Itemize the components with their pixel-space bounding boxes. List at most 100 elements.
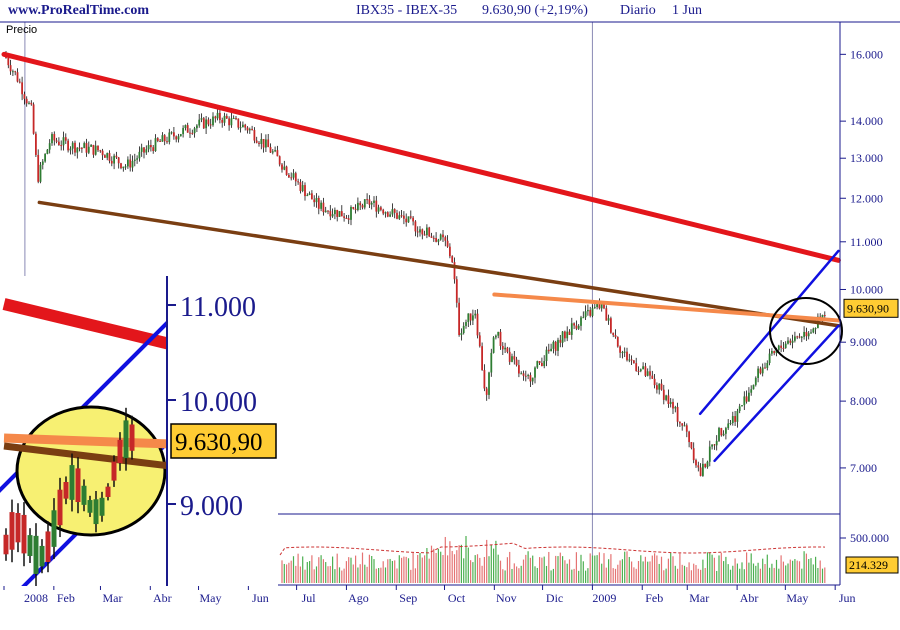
candle-body bbox=[409, 216, 412, 218]
candle-body bbox=[200, 118, 203, 120]
last-price-badge bbox=[843, 298, 899, 318]
candle-body bbox=[28, 102, 30, 104]
candle-body bbox=[741, 405, 743, 407]
candle-body bbox=[393, 209, 396, 213]
candle-body bbox=[32, 104, 35, 134]
last-price-label: 9.630,90 bbox=[847, 301, 889, 315]
candle-body bbox=[230, 118, 233, 126]
candle-body bbox=[101, 150, 104, 156]
inset-candle-body bbox=[75, 468, 81, 503]
candle-body bbox=[520, 373, 523, 375]
candle-body bbox=[759, 368, 762, 374]
x-tick-label: May bbox=[200, 591, 222, 605]
candle-body bbox=[129, 159, 132, 168]
candle-body bbox=[559, 339, 562, 343]
candle-body bbox=[76, 147, 79, 153]
inset-candle-body bbox=[51, 510, 57, 547]
candle-body bbox=[71, 142, 74, 149]
candle-body bbox=[426, 227, 428, 236]
candle-body bbox=[715, 440, 718, 446]
candle-body bbox=[800, 336, 803, 338]
date-label: 1 Jun bbox=[672, 3, 702, 18]
candle-body bbox=[538, 361, 541, 363]
candle-body bbox=[99, 150, 102, 152]
candle-body bbox=[21, 82, 23, 95]
candle-body bbox=[285, 166, 288, 175]
candle-body bbox=[810, 332, 812, 334]
candle-body bbox=[768, 353, 771, 364]
candle-body bbox=[7, 57, 10, 66]
candle-body bbox=[147, 145, 150, 150]
candle-body bbox=[672, 401, 674, 409]
candle-body bbox=[725, 428, 727, 434]
x-tick-label: Oct bbox=[448, 591, 466, 605]
panel-label-precio: Precio bbox=[6, 24, 37, 36]
inset-plot bbox=[0, 298, 168, 586]
candle-body bbox=[621, 352, 624, 354]
candle-body bbox=[177, 136, 180, 140]
trendline-channel-lower bbox=[713, 324, 840, 463]
candle-body bbox=[290, 177, 293, 179]
candle-body bbox=[48, 143, 51, 150]
inset-resistance bbox=[2, 298, 168, 350]
candle-body bbox=[642, 366, 644, 370]
candle-body bbox=[731, 416, 734, 423]
candle-body bbox=[492, 337, 495, 353]
chart-header: www.ProRealTime.com IBX35 - IBEX-35 9.63… bbox=[0, 0, 900, 22]
candle-body bbox=[511, 356, 513, 362]
zoom-inset: 11.000 10.000 9.000 9.630,90 bbox=[0, 276, 278, 586]
candle-body bbox=[518, 365, 520, 374]
candle-body bbox=[573, 323, 575, 326]
candle-body bbox=[16, 72, 19, 82]
x-tick-label: Mar bbox=[102, 591, 122, 605]
candle-body bbox=[674, 406, 677, 409]
candle-body bbox=[30, 102, 33, 105]
candle-body bbox=[508, 351, 511, 362]
candle-body bbox=[789, 340, 792, 343]
candle-body bbox=[695, 460, 697, 466]
candle-body bbox=[593, 307, 596, 309]
candle-body bbox=[357, 202, 359, 210]
site-label[interactable]: www.ProRealTime.com bbox=[8, 3, 150, 18]
candle-body bbox=[748, 392, 750, 402]
inset-candle-body bbox=[21, 514, 27, 554]
candle-body bbox=[713, 444, 716, 446]
inset-tick-label: 9.000 bbox=[180, 491, 243, 522]
candle-body bbox=[596, 303, 598, 308]
candle-body bbox=[649, 371, 651, 376]
candle-body bbox=[685, 425, 688, 432]
inset-candle-body bbox=[99, 497, 105, 516]
candle-body bbox=[83, 143, 86, 149]
candle-body bbox=[490, 352, 493, 373]
candle-body bbox=[136, 158, 138, 160]
candle-body bbox=[168, 132, 171, 143]
y-tick-label: 10.000 bbox=[850, 282, 883, 296]
candle-body bbox=[269, 147, 272, 153]
candle-body bbox=[347, 218, 350, 220]
candle-body bbox=[513, 356, 516, 360]
candle-body bbox=[396, 212, 398, 219]
candle-body bbox=[237, 118, 240, 128]
candle-body bbox=[619, 346, 621, 353]
candle-body bbox=[683, 425, 686, 427]
candle-body bbox=[476, 313, 479, 336]
candle-body bbox=[324, 210, 327, 213]
candle-body bbox=[212, 116, 214, 126]
candle-body bbox=[340, 211, 343, 217]
candle-body bbox=[389, 214, 391, 217]
candle-body bbox=[469, 313, 472, 321]
inset-candle-body bbox=[39, 545, 45, 567]
candle-body bbox=[439, 234, 442, 240]
candle-body bbox=[462, 325, 465, 333]
x-tick-label: Mar bbox=[689, 591, 709, 605]
candle-body bbox=[568, 331, 571, 335]
candle-body bbox=[46, 149, 49, 154]
candle-body bbox=[62, 137, 65, 146]
candle-body bbox=[667, 395, 670, 405]
candle-body bbox=[39, 164, 42, 182]
y-tick-label: 13.000 bbox=[850, 151, 883, 165]
candle-body bbox=[580, 317, 582, 326]
candle-body bbox=[697, 465, 700, 468]
candle-body bbox=[225, 115, 228, 119]
candle-body bbox=[64, 137, 67, 141]
